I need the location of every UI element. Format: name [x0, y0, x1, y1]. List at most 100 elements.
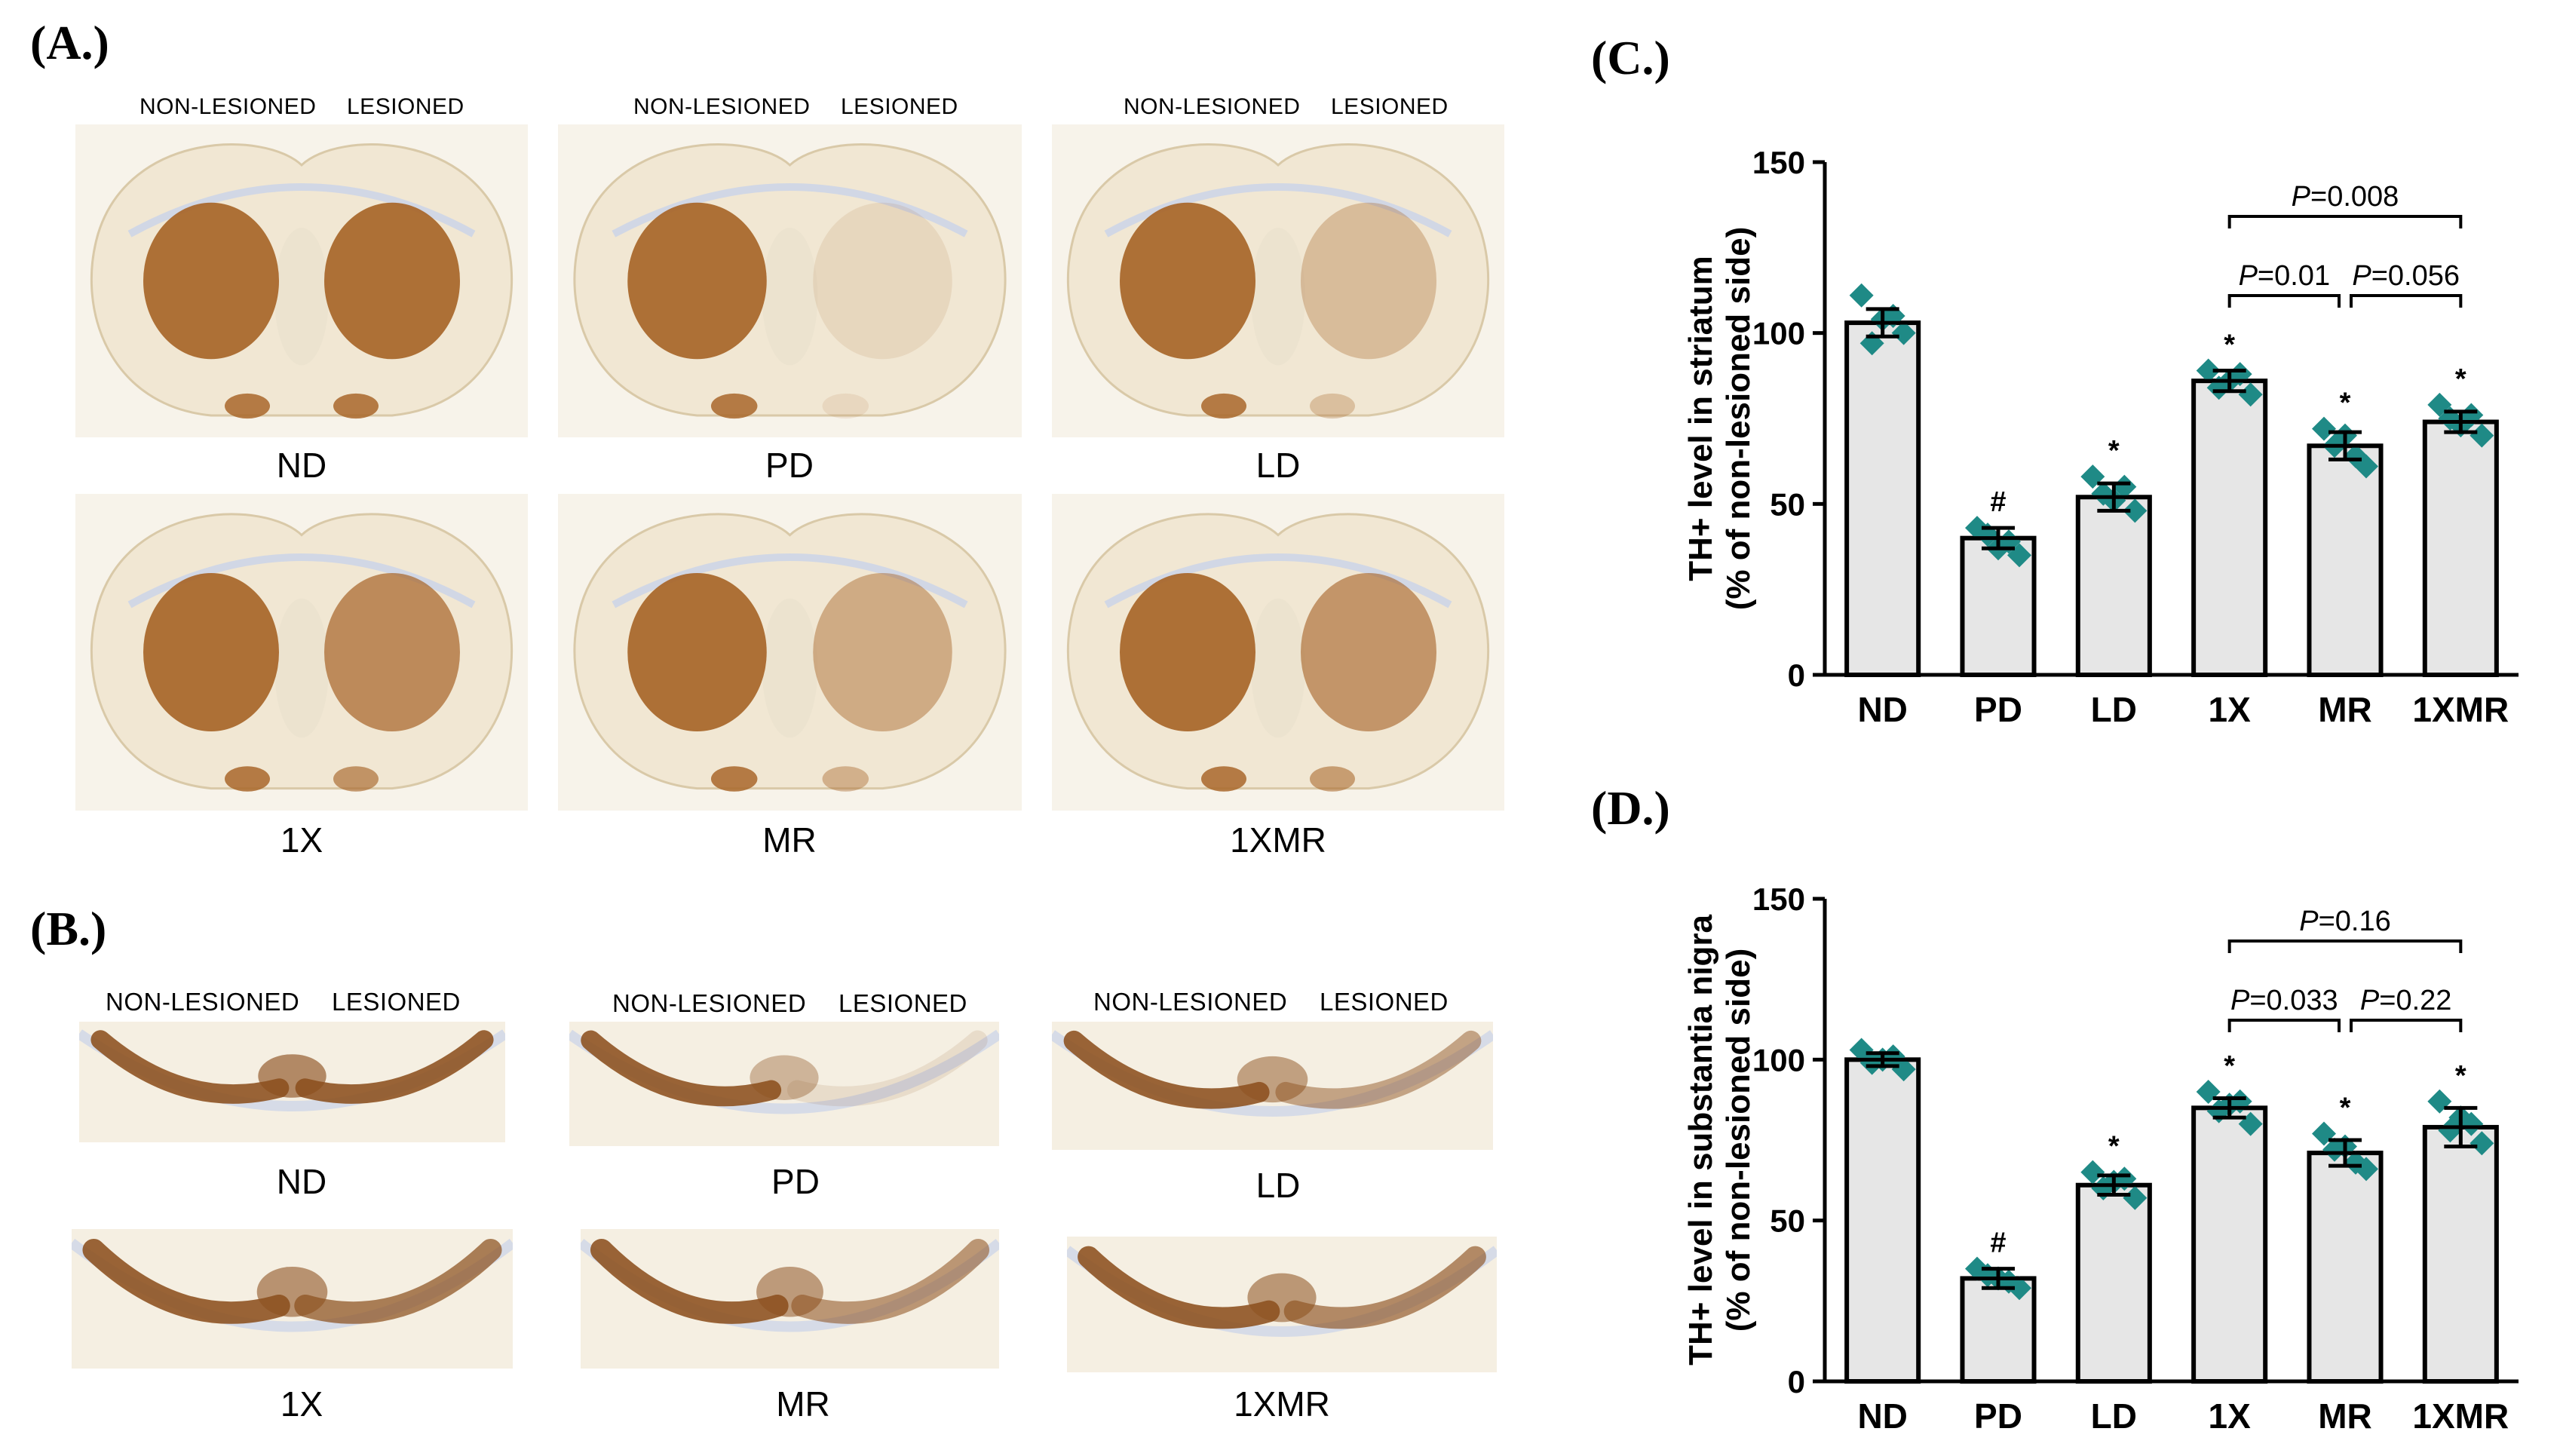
tubercle-right — [822, 393, 869, 419]
a-header-lesioned-3: LESIONED — [1331, 94, 1449, 119]
data-point — [2438, 1118, 2463, 1143]
y-axis-label: TH+ level in substantia nigra — [1682, 915, 1719, 1366]
data-point — [1849, 1038, 1874, 1062]
y-axis-label-units: (% of non-lesioned side) — [1720, 227, 1757, 610]
y-tick-label: 50 — [1770, 1203, 1805, 1239]
nigra-section-1x — [72, 1229, 513, 1369]
significance-mark: # — [1990, 1228, 2006, 1259]
significance-mark: * — [2108, 1131, 2120, 1163]
comparison-bracket — [2350, 1019, 2463, 1032]
x-tick-label: ND — [1857, 1396, 1907, 1436]
corpus-callosum — [127, 183, 476, 238]
data-point — [2322, 1137, 2347, 1162]
nigra-left — [90, 1030, 290, 1104]
b-caption-ld: LD — [1255, 1166, 1301, 1205]
midline-region — [1251, 598, 1305, 738]
vta-region — [1247, 1273, 1317, 1323]
y-tick-label: 0 — [1788, 657, 1805, 693]
significance-mark: * — [2224, 1050, 2235, 1082]
striatum-left — [1120, 202, 1255, 360]
striatum-left — [143, 202, 279, 360]
y-axis-label: TH+ level in striatum — [1682, 256, 1719, 581]
nigra-left — [82, 1238, 290, 1324]
a-header-nonlesioned-2: NON-LESIONED — [633, 94, 811, 119]
tubercle-right — [333, 393, 379, 419]
x-tick-label: LD — [2091, 1396, 2137, 1436]
striatum-right — [1301, 202, 1436, 360]
x-tick-label: 1XMR — [2412, 1396, 2509, 1436]
striatum-right — [1301, 573, 1436, 731]
significance-mark: * — [2340, 1092, 2351, 1123]
corpus-callosum — [612, 183, 968, 238]
nigra-right — [786, 1030, 988, 1107]
x-tick-label: ND — [1857, 690, 1907, 729]
tubercle-right — [333, 766, 379, 792]
data-point — [2312, 416, 2336, 441]
striatum-left — [1120, 573, 1255, 731]
data-point — [2123, 1185, 2148, 1210]
data-point — [2196, 1080, 2221, 1104]
comparison-bracket — [2227, 940, 2463, 953]
tubercle-right — [1310, 393, 1355, 419]
significance-mark: * — [2455, 363, 2466, 395]
nigra-left — [581, 1030, 782, 1107]
a-caption-nd: ND — [276, 446, 327, 485]
nigra-left — [590, 1238, 789, 1324]
a-header-lesioned-1: LESIONED — [347, 94, 464, 119]
vta-region — [258, 1054, 327, 1098]
bar-nd — [1844, 320, 1921, 677]
x-tick-label: LD — [2091, 690, 2137, 729]
p-value-label: P=0.01 — [2239, 260, 2331, 292]
data-point — [2007, 1276, 2031, 1301]
significance-mark: # — [1990, 486, 2006, 518]
data-point — [2427, 392, 2452, 417]
bar-ld — [2075, 1182, 2152, 1384]
vta-region — [756, 1266, 823, 1317]
x-tick-label: PD — [1974, 690, 2022, 729]
b-header-nonlesioned-2: NON-LESIONED — [612, 989, 807, 1017]
striatum-left — [143, 573, 279, 731]
data-point — [1859, 1050, 1884, 1075]
p-value-label: P=0.056 — [2352, 260, 2460, 292]
nigra-section-nd — [79, 1022, 505, 1142]
nigra-left — [1078, 1246, 1280, 1329]
data-point — [2238, 382, 2263, 407]
striatum-section-nd — [75, 124, 528, 437]
panel-label-b: (B.) — [30, 902, 107, 955]
a-caption-1x: 1X — [280, 820, 323, 860]
p-value-label: P=0.16 — [2299, 906, 2391, 937]
significance-mark: * — [2108, 435, 2120, 467]
x-tick-label: MR — [2318, 690, 2372, 729]
data-point — [2080, 1160, 2105, 1185]
data-point — [2344, 443, 2368, 468]
b-caption-mr: MR — [776, 1384, 830, 1424]
data-point — [2123, 498, 2148, 523]
tubercle-right — [822, 766, 869, 792]
striatum-right — [324, 573, 460, 731]
striatum-section-pd — [558, 124, 1022, 437]
a-header-nonlesioned-3: NON-LESIONED — [1124, 94, 1301, 119]
nigra-section-1xmr — [1067, 1237, 1497, 1372]
y-axis-label-units: (% of non-lesioned side) — [1720, 949, 1757, 1332]
nigra-right — [791, 1238, 990, 1324]
comparison-bracket — [2227, 294, 2341, 308]
b-header-nonlesioned-1: NON-LESIONED — [106, 988, 300, 1016]
vta-region — [256, 1266, 328, 1317]
corpus-callosum — [1104, 553, 1452, 608]
nigra-left — [1063, 1030, 1270, 1109]
bar-1xmr — [2422, 419, 2499, 677]
data-point — [2196, 358, 2221, 383]
y-tick-label: 50 — [1770, 486, 1805, 522]
tubercle-left — [710, 766, 758, 792]
striatum-right — [324, 202, 460, 360]
b-header-nonlesioned-3: NON-LESIONED — [1093, 988, 1288, 1016]
tubercle-left — [225, 766, 270, 792]
striatum-section-mr — [558, 494, 1022, 811]
data-point — [2344, 1150, 2368, 1175]
y-tick-label: 100 — [1752, 316, 1805, 351]
panel-label-a: (A.) — [30, 16, 109, 69]
tubercle-left — [1201, 766, 1246, 792]
b-caption-1x: 1X — [280, 1384, 323, 1424]
midline-region — [762, 598, 818, 738]
bar-nd — [1844, 1057, 1921, 1384]
